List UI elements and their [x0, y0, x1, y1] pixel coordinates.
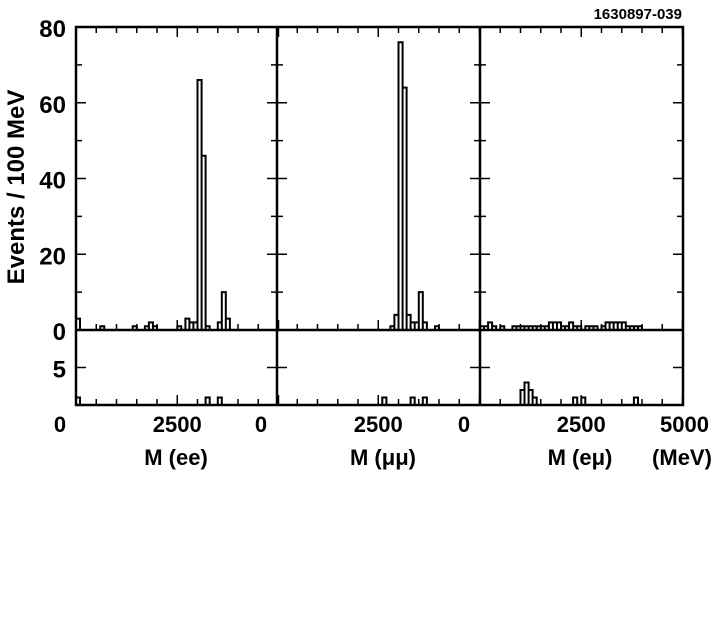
- histogram-upper-emu: [479, 321, 643, 330]
- x-axis-unit: (MeV): [652, 445, 712, 470]
- histogram-lower-mumu: [381, 396, 428, 405]
- x-tick-label: 0: [255, 412, 267, 437]
- plot-frame: [74, 25, 685, 407]
- x-tick-label: 2500: [354, 412, 403, 437]
- y-tick-label: 60: [39, 92, 66, 119]
- x-axis-label-emu: M (eμ): [548, 445, 613, 470]
- histogram-lower-emu: [519, 381, 639, 405]
- figure-id: 1630897-039: [594, 6, 682, 23]
- y-tick-label: 80: [39, 16, 66, 43]
- y-tick-label: 0: [53, 319, 66, 346]
- x-axis-label-ee: M (ee): [144, 445, 208, 470]
- histogram-lower-ee: [75, 396, 223, 405]
- y-tick-label-lower: 5: [53, 357, 66, 384]
- x-tick-label: 0: [458, 412, 470, 437]
- x-axis-label-mumu: M (μμ): [350, 445, 416, 470]
- x-tick-label: 2500: [153, 412, 202, 437]
- x-tick-label: 2500: [557, 412, 606, 437]
- histogram-upper-mumu: [389, 41, 440, 330]
- histogram-upper-ee: [75, 79, 231, 330]
- y-tick-label: 40: [39, 168, 66, 195]
- x-tick-label: 5000: [660, 412, 709, 437]
- y-axis-label: Events / 100 MeV: [3, 90, 30, 285]
- x-tick-label: 0: [54, 412, 66, 437]
- y-tick-label: 20: [39, 243, 66, 270]
